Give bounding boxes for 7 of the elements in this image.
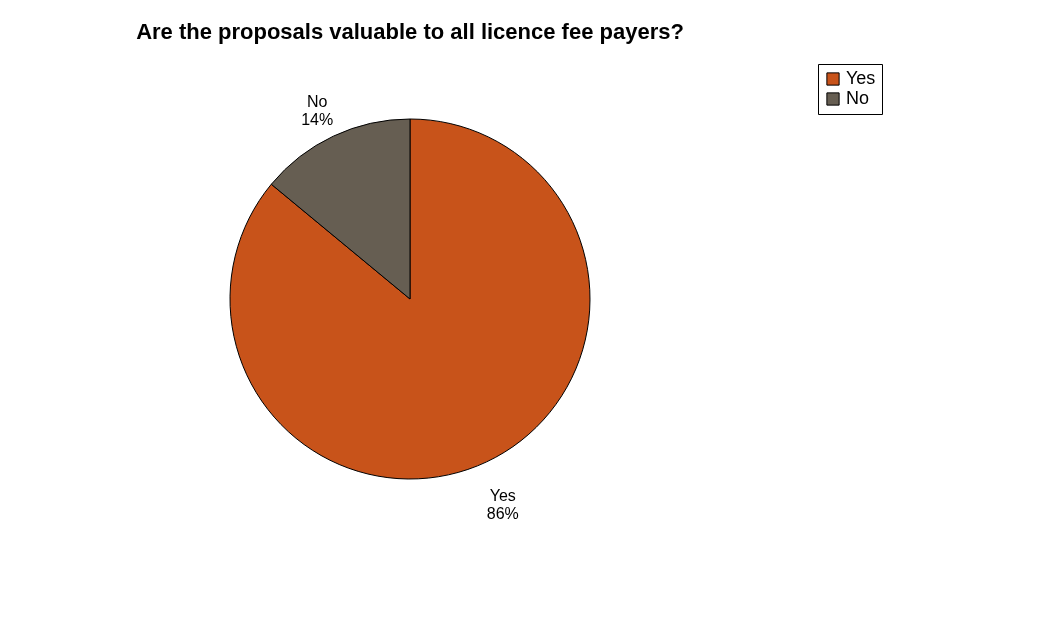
legend-label: No — [846, 88, 870, 108]
slice-label: No — [306, 92, 328, 110]
slice-label: Yes — [489, 487, 516, 505]
legend-label: Yes — [846, 68, 876, 88]
data-label: 86% — [486, 505, 519, 523]
data-label: 14% — [301, 110, 334, 128]
chart-title: Are the proposals valuable to all licence fee payers? — [136, 18, 684, 44]
